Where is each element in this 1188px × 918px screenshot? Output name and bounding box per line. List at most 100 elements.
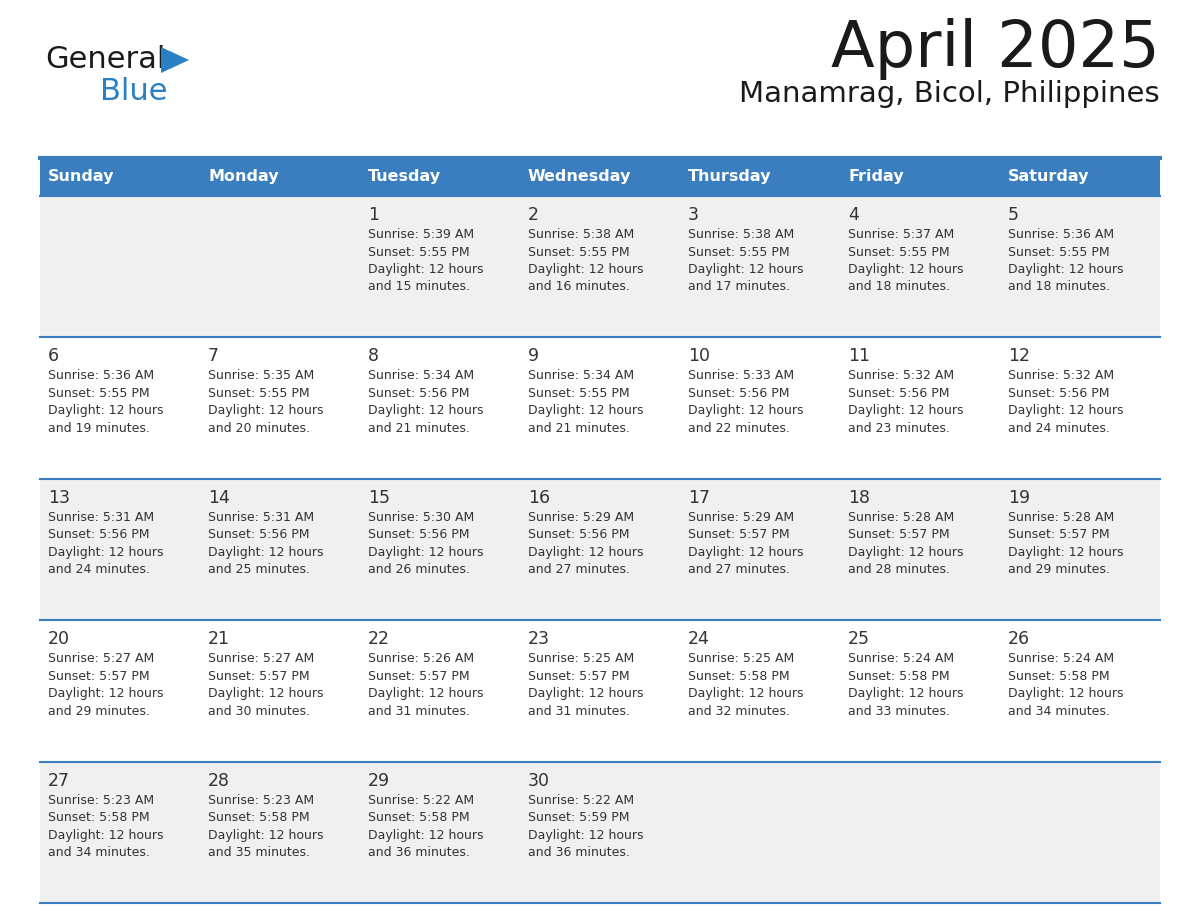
Bar [40, 621, 1159, 762]
Text: 15: 15 [368, 488, 390, 507]
Text: 8: 8 [368, 347, 379, 365]
Text: and 30 minutes.: and 30 minutes. [208, 705, 310, 718]
Text: Daylight: 12 hours: Daylight: 12 hours [208, 405, 323, 418]
Text: Daylight: 12 hours: Daylight: 12 hours [527, 688, 644, 700]
Text: Sunset: 5:58 PM: Sunset: 5:58 PM [688, 670, 790, 683]
Text: Daylight: 12 hours: Daylight: 12 hours [48, 688, 164, 700]
Text: Sunrise: 5:32 AM: Sunrise: 5:32 AM [1007, 369, 1114, 383]
Text: Daylight: 12 hours: Daylight: 12 hours [848, 263, 963, 276]
Text: Daylight: 12 hours: Daylight: 12 hours [527, 829, 644, 842]
Text: Sunset: 5:56 PM: Sunset: 5:56 PM [848, 386, 949, 400]
Text: 29: 29 [368, 772, 390, 789]
Text: Sunrise: 5:28 AM: Sunrise: 5:28 AM [1007, 510, 1114, 524]
Text: Sunrise: 5:38 AM: Sunrise: 5:38 AM [688, 228, 795, 241]
Text: Daylight: 12 hours: Daylight: 12 hours [368, 546, 484, 559]
Text: Sunrise: 5:24 AM: Sunrise: 5:24 AM [1007, 652, 1114, 666]
Text: Sunset: 5:56 PM: Sunset: 5:56 PM [208, 528, 310, 542]
Text: Sunset: 5:58 PM: Sunset: 5:58 PM [368, 812, 469, 824]
Text: Sunrise: 5:26 AM: Sunrise: 5:26 AM [368, 652, 474, 666]
Text: Sunset: 5:56 PM: Sunset: 5:56 PM [527, 528, 630, 542]
Text: 18: 18 [848, 488, 870, 507]
Text: Sunset: 5:55 PM: Sunset: 5:55 PM [368, 245, 469, 259]
Text: Sunrise: 5:36 AM: Sunrise: 5:36 AM [1007, 228, 1114, 241]
Text: and 17 minutes.: and 17 minutes. [688, 281, 790, 294]
Bar [840, 158, 1000, 196]
Text: Daylight: 12 hours: Daylight: 12 hours [688, 546, 803, 559]
Text: and 32 minutes.: and 32 minutes. [688, 705, 790, 718]
Text: Sunrise: 5:22 AM: Sunrise: 5:22 AM [527, 793, 634, 807]
Text: Sunset: 5:59 PM: Sunset: 5:59 PM [527, 812, 630, 824]
Text: and 21 minutes.: and 21 minutes. [368, 422, 470, 435]
Text: 25: 25 [848, 630, 870, 648]
Text: and 33 minutes.: and 33 minutes. [848, 705, 950, 718]
Text: and 36 minutes.: and 36 minutes. [527, 846, 630, 859]
Text: Sunset: 5:58 PM: Sunset: 5:58 PM [848, 670, 949, 683]
Bar [680, 158, 840, 196]
Text: Daylight: 12 hours: Daylight: 12 hours [48, 546, 164, 559]
Text: Sunset: 5:55 PM: Sunset: 5:55 PM [688, 245, 790, 259]
Text: Daylight: 12 hours: Daylight: 12 hours [848, 688, 963, 700]
Text: Daylight: 12 hours: Daylight: 12 hours [208, 688, 323, 700]
Text: Sunrise: 5:39 AM: Sunrise: 5:39 AM [368, 228, 474, 241]
Text: Sunrise: 5:32 AM: Sunrise: 5:32 AM [848, 369, 954, 383]
Text: Daylight: 12 hours: Daylight: 12 hours [1007, 263, 1124, 276]
Text: 27: 27 [48, 772, 70, 789]
Text: and 20 minutes.: and 20 minutes. [208, 422, 310, 435]
Text: 22: 22 [368, 630, 390, 648]
Text: Daylight: 12 hours: Daylight: 12 hours [527, 263, 644, 276]
Text: Daylight: 12 hours: Daylight: 12 hours [48, 405, 164, 418]
Bar [40, 479, 1159, 621]
Text: Sunset: 5:55 PM: Sunset: 5:55 PM [848, 245, 949, 259]
Text: Daylight: 12 hours: Daylight: 12 hours [848, 546, 963, 559]
Text: Sunset: 5:55 PM: Sunset: 5:55 PM [527, 386, 630, 400]
Text: Sunset: 5:56 PM: Sunset: 5:56 PM [368, 528, 469, 542]
Text: Sunrise: 5:27 AM: Sunrise: 5:27 AM [48, 652, 154, 666]
Text: Daylight: 12 hours: Daylight: 12 hours [1007, 546, 1124, 559]
Text: 21: 21 [208, 630, 230, 648]
Text: Manamrag, Bicol, Philippines: Manamrag, Bicol, Philippines [739, 80, 1159, 108]
Text: Daylight: 12 hours: Daylight: 12 hours [1007, 688, 1124, 700]
Text: Sunset: 5:57 PM: Sunset: 5:57 PM [1007, 528, 1110, 542]
Text: 16: 16 [527, 488, 550, 507]
Text: Sunrise: 5:34 AM: Sunrise: 5:34 AM [527, 369, 634, 383]
Text: Daylight: 12 hours: Daylight: 12 hours [527, 546, 644, 559]
Text: 26: 26 [1007, 630, 1030, 648]
Text: Wednesday: Wednesday [527, 170, 631, 185]
Text: and 24 minutes.: and 24 minutes. [1007, 422, 1110, 435]
Text: and 29 minutes.: and 29 minutes. [1007, 564, 1110, 577]
Text: Sunset: 5:58 PM: Sunset: 5:58 PM [48, 812, 150, 824]
Text: 3: 3 [688, 206, 699, 224]
Text: 24: 24 [688, 630, 710, 648]
Text: Sunset: 5:56 PM: Sunset: 5:56 PM [1007, 386, 1110, 400]
Text: Sunrise: 5:37 AM: Sunrise: 5:37 AM [848, 228, 954, 241]
Text: 11: 11 [848, 347, 870, 365]
Text: Sunrise: 5:24 AM: Sunrise: 5:24 AM [848, 652, 954, 666]
Text: Sunrise: 5:23 AM: Sunrise: 5:23 AM [48, 793, 154, 807]
Text: and 34 minutes.: and 34 minutes. [48, 846, 150, 859]
Text: Daylight: 12 hours: Daylight: 12 hours [848, 405, 963, 418]
Text: 10: 10 [688, 347, 710, 365]
Text: 6: 6 [48, 347, 59, 365]
Text: Sunset: 5:57 PM: Sunset: 5:57 PM [688, 528, 790, 542]
Text: Sunrise: 5:29 AM: Sunrise: 5:29 AM [688, 510, 794, 524]
Text: Saturday: Saturday [1007, 170, 1089, 185]
Text: Sunset: 5:58 PM: Sunset: 5:58 PM [1007, 670, 1110, 683]
Text: Sunrise: 5:25 AM: Sunrise: 5:25 AM [527, 652, 634, 666]
Text: Daylight: 12 hours: Daylight: 12 hours [208, 546, 323, 559]
Text: Monday: Monday [208, 170, 279, 185]
Text: Sunday: Sunday [48, 170, 114, 185]
Bar [360, 158, 520, 196]
Text: and 31 minutes.: and 31 minutes. [368, 705, 470, 718]
Text: 9: 9 [527, 347, 539, 365]
Text: Daylight: 12 hours: Daylight: 12 hours [688, 688, 803, 700]
Text: 2: 2 [527, 206, 539, 224]
Bar [40, 762, 1159, 903]
Text: Sunset: 5:55 PM: Sunset: 5:55 PM [1007, 245, 1110, 259]
Text: Sunrise: 5:29 AM: Sunrise: 5:29 AM [527, 510, 634, 524]
Text: 23: 23 [527, 630, 550, 648]
Text: Sunset: 5:57 PM: Sunset: 5:57 PM [48, 670, 150, 683]
Text: Daylight: 12 hours: Daylight: 12 hours [368, 263, 484, 276]
Text: and 35 minutes.: and 35 minutes. [208, 846, 310, 859]
Text: Sunrise: 5:34 AM: Sunrise: 5:34 AM [368, 369, 474, 383]
Text: Sunset: 5:55 PM: Sunset: 5:55 PM [48, 386, 150, 400]
